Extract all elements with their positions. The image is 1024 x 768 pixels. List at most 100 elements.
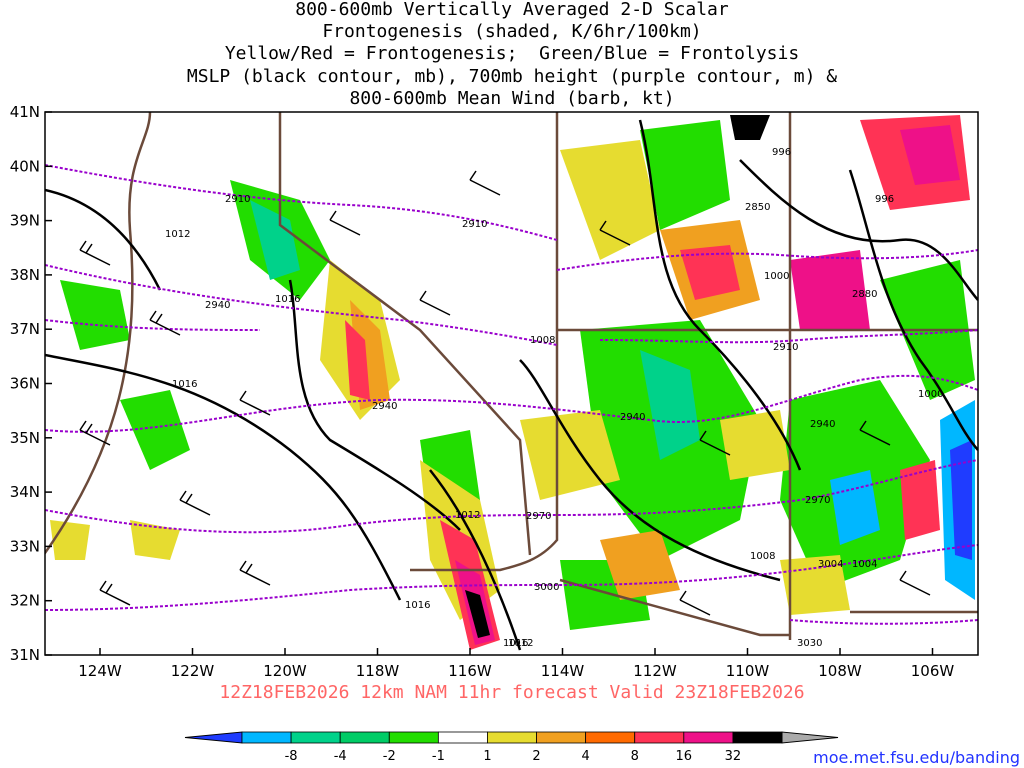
height-label: 2970: [805, 495, 830, 506]
colorbar-cell: [487, 731, 537, 744]
colorbar-cell: [437, 731, 488, 744]
lat-tick-label: 35N: [10, 429, 40, 447]
mslp-label: 1016: [275, 294, 300, 305]
frontolysis-strong-area: [830, 470, 880, 545]
mslp-label: 1000: [918, 389, 943, 400]
source-url[interactable]: moe.met.fsu.edu/banding: [813, 748, 1020, 767]
frontogenesis-area: [465, 590, 490, 638]
lon-tick-label: 116W: [448, 662, 492, 680]
title-line-4: MSLP (black contour, mb), 700mb height (…: [186, 66, 838, 87]
lon-tick-label: 120W: [263, 662, 307, 680]
frontogenesis-area: [50, 520, 90, 560]
state-borders: [45, 112, 978, 640]
title-line-1: 800-600mb Vertically Averaged 2-D Scalar: [295, 0, 729, 20]
frontogenesis-area: [780, 555, 850, 615]
colorbar: -8 -4 -2 -1 1 2 4 8 16 32: [184, 731, 839, 764]
height-label: 2970: [526, 511, 551, 522]
mslp-label: 1012: [508, 638, 533, 649]
colorbar-cell: [339, 731, 390, 744]
colorbar-label: 32: [725, 749, 742, 764]
mslp-contour-labels: 1012 1016 1016 1008 1016 1012 1016 1012 …: [165, 147, 943, 649]
height-label: 2910: [462, 219, 487, 230]
height-contour-labels: 2910 2910 2940 2940 2940 2970 3000 2850 …: [205, 194, 877, 649]
mslp-label: 1008: [750, 551, 775, 562]
valid-time-line: 12Z18FEB2026 12km NAM 11hr forecast Vali…: [219, 682, 805, 703]
frontolysis-area: [640, 120, 730, 230]
lat-tick-label: 31N: [10, 646, 40, 664]
height-label: 3000: [534, 582, 559, 593]
frontolysis-area: [60, 280, 130, 350]
height-label: 2940: [620, 412, 645, 423]
colorbar-label: 2: [532, 749, 540, 764]
lon-tick-label: 124W: [78, 662, 122, 680]
mslp-label: 996: [875, 194, 894, 205]
mslp-label: 1016: [172, 379, 197, 390]
mslp-label: 1008: [530, 335, 555, 346]
height-label: 2880: [852, 289, 877, 300]
height-label: 2850: [745, 202, 770, 213]
lat-tick-label: 32N: [10, 592, 40, 610]
lon-tick-label: 112W: [633, 662, 677, 680]
mslp-label: 1004: [852, 559, 877, 570]
colorbar-cell: [585, 731, 636, 744]
colorbar-label: -2: [383, 749, 396, 764]
lon-tick-label: 108W: [818, 662, 862, 680]
frontogenesis-area: [900, 460, 940, 540]
mslp-label: 1016: [405, 600, 430, 611]
lon-tick-label: 114W: [541, 662, 585, 680]
colorbar-label: 8: [631, 749, 639, 764]
mslp-label: 1016: [503, 638, 528, 649]
frontogenesis-area: [560, 140, 660, 260]
frontogenesis-area: [790, 250, 870, 330]
frontolysis-strong-area: [640, 350, 700, 460]
colorbar-cell: [536, 731, 587, 744]
colorbar-label: 16: [676, 749, 693, 764]
title-line-2: Frontogenesis (shaded, K/6hr/100km): [322, 21, 702, 42]
mslp-label: 1012: [165, 229, 190, 240]
colorbar-cell: [732, 731, 783, 744]
lat-tick-label: 41N: [10, 103, 40, 121]
colorbar-label: 4: [581, 749, 589, 764]
colorbar-cells: [184, 731, 839, 744]
colorbar-labels: -8 -4 -2 -1 1 2 4 8 16 32: [285, 749, 742, 764]
mslp-label: 1012: [455, 510, 480, 521]
colorbar-high-arrow: [781, 731, 839, 744]
wind-barbs: [79, 170, 931, 616]
colorbar-cell: [634, 731, 685, 744]
lat-tick-label: 40N: [10, 157, 40, 175]
colorbar-low-arrow: [184, 731, 243, 744]
frontogenesis-area: [520, 410, 620, 500]
colorbar-label: -1: [432, 749, 445, 764]
frontogenesis-area: [130, 520, 180, 560]
colorbar-cell: [241, 731, 292, 744]
lon-tick-label: 122W: [171, 662, 215, 680]
height-label: 2910: [773, 342, 798, 353]
frontogenesis-area: [900, 125, 960, 185]
lon-tick-label: 118W: [356, 662, 400, 680]
mslp-label: 1000: [764, 271, 789, 282]
longitude-axis: 124W 122W 120W 118W 116W 114W 112W 110W 108W 106W: [78, 648, 954, 680]
frontolysis-strong-area: [250, 200, 300, 280]
height-label: 2940: [205, 300, 230, 311]
colorbar-cell: [388, 731, 439, 744]
lat-tick-label: 38N: [10, 266, 40, 284]
height-label: 2940: [372, 401, 397, 412]
lat-tick-label: 36N: [10, 375, 40, 393]
frontogenesis-area: [680, 245, 740, 300]
latitude-axis: 41N 40N 39N 38N 37N 36N 35N 34N 33N 32N 31N: [10, 103, 52, 664]
height-contours: [45, 164, 978, 625]
height-label: 2940: [810, 419, 835, 430]
mslp-label: 996: [772, 147, 791, 158]
lon-tick-label: 110W: [726, 662, 770, 680]
lat-tick-label: 39N: [10, 212, 40, 230]
frontolysis-strong-area: [950, 440, 972, 560]
colorbar-label: -8: [285, 749, 298, 764]
colorbar-cell: [683, 731, 734, 744]
lat-tick-label: 33N: [10, 537, 40, 555]
colorbar-label: 1: [483, 749, 491, 764]
frontogenesis-area: [720, 410, 790, 480]
height-label: 2910: [225, 194, 250, 205]
height-label: 3004: [818, 559, 843, 570]
lon-tick-label: 106W: [911, 662, 955, 680]
